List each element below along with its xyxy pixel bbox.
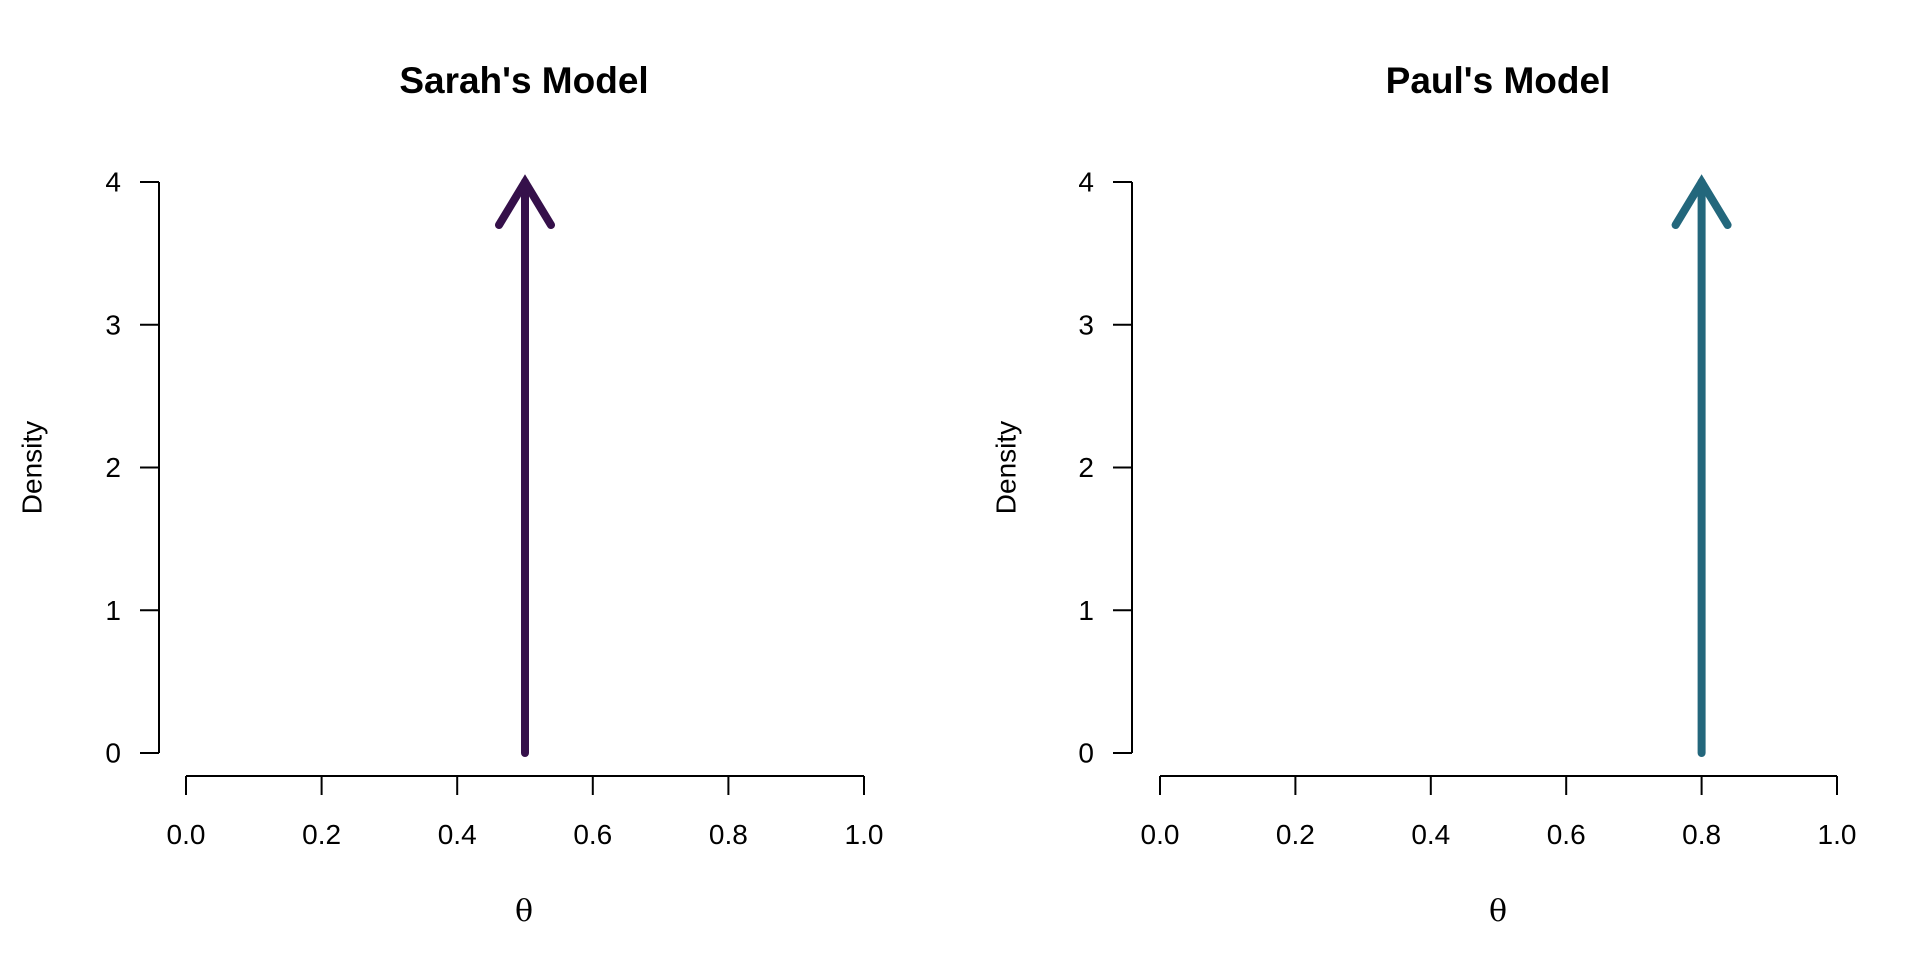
x-tick-label: 0.0 [167, 819, 206, 850]
y-tick-label: 4 [105, 167, 121, 198]
spike-arrowhead [1671, 174, 1732, 229]
y-tick-label: 3 [105, 309, 121, 340]
x-tick-label: 1.0 [1818, 819, 1857, 850]
spike-marks [1671, 174, 1732, 757]
x-tick-label: 0.0 [1141, 819, 1180, 850]
chart-title: Sarah's Model [399, 60, 648, 101]
x-tick-label: 0.8 [1682, 819, 1721, 850]
y-tick-label: 2 [1078, 452, 1094, 483]
y-axis: 0 1 2 3 4 [105, 167, 160, 769]
x-tick-label: 0.6 [573, 819, 612, 850]
x-tick-label: 0.4 [438, 819, 477, 850]
x-tick-label: 0.4 [1411, 819, 1450, 850]
y-tick-label: 1 [105, 595, 121, 626]
y-axis-label: Density [990, 421, 1021, 514]
y-axis-label: Density [16, 421, 47, 514]
y-axis: 0 1 2 3 4 [1078, 167, 1133, 769]
chart-title: Paul's Model [1386, 60, 1611, 101]
y-tick-label: 4 [1078, 167, 1094, 198]
x-tick-label: 0.6 [1547, 819, 1586, 850]
x-axis: 0.0 0.2 0.4 0.6 0.8 1.0 [167, 775, 884, 850]
spike-arrowhead [495, 174, 555, 229]
x-tick-label: 1.0 [845, 819, 884, 850]
x-tick-label: 0.8 [709, 819, 748, 850]
x-tick-label: 0.2 [1276, 819, 1315, 850]
x-axis-label: θ [1489, 894, 1507, 929]
y-tick-label: 1 [1078, 595, 1094, 626]
y-tick-label: 3 [1078, 309, 1094, 340]
x-axis: 0.0 0.2 0.4 0.6 0.8 1.0 [1141, 775, 1857, 850]
spike-marks [495, 174, 555, 757]
y-tick-label: 0 [105, 738, 121, 769]
x-tick-label: 0.2 [302, 819, 341, 850]
y-tick-label: 2 [105, 452, 121, 483]
x-axis-label: θ [515, 894, 533, 929]
y-tick-label: 0 [1078, 738, 1094, 769]
